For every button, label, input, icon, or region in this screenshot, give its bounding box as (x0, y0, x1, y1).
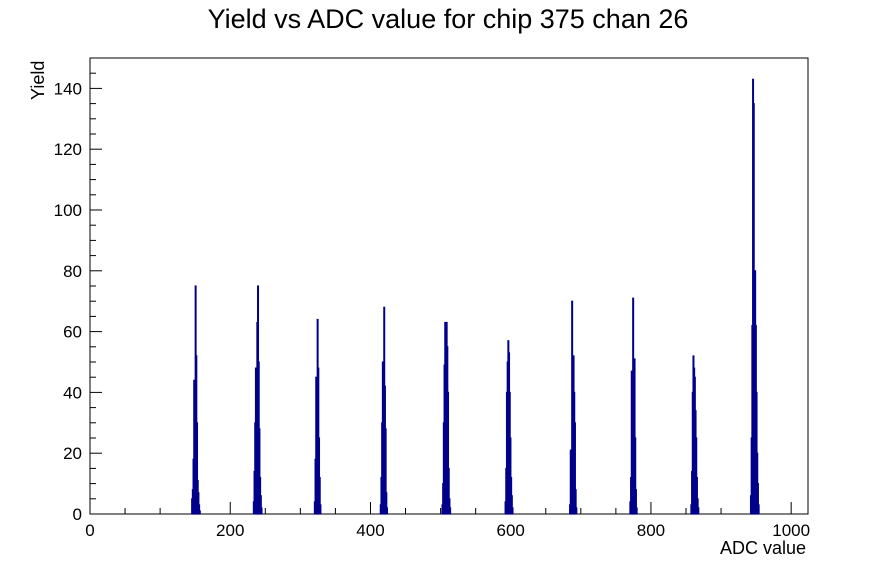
histogram-bin (260, 507, 263, 515)
y-axis-label: Yield (28, 60, 48, 100)
histogram-bin (449, 507, 452, 515)
histogram-bin (575, 507, 578, 515)
histogram-bin (697, 507, 700, 515)
y-tick-label: 140 (54, 79, 82, 98)
x-tick-label: 800 (637, 521, 665, 540)
histogram-bin (319, 504, 322, 515)
y-tick-label: 20 (63, 444, 82, 463)
y-tick-label: 40 (63, 383, 82, 402)
y-tick-label: 60 (63, 323, 82, 342)
histogram-bin (511, 507, 514, 515)
y-tick-label: 80 (63, 262, 82, 281)
histogram-bin (386, 507, 389, 515)
x-tick-label: 400 (356, 521, 384, 540)
x-tick-label: 1000 (772, 521, 810, 540)
histogram-bin (635, 507, 638, 515)
y-tick-label: 100 (54, 201, 82, 220)
x-axis-label: ADC value (719, 538, 806, 558)
x-tick-label: 600 (497, 521, 525, 540)
y-axis: 0 20 40 60 80 100 120 140 (54, 72, 102, 524)
histogram-bins (191, 78, 760, 515)
x-tick-label: 0 (85, 521, 94, 540)
x-axis: 0 200 400 600 800 1000 (85, 502, 810, 540)
chart-title: Yield vs ADC value for chip 375 chan 26 (207, 4, 689, 34)
histogram-bin (198, 510, 201, 515)
y-tick-label: 120 (54, 140, 82, 159)
y-tick-label: 0 (73, 505, 82, 524)
x-tick-label: 200 (216, 521, 244, 540)
histogram-bin (757, 504, 760, 515)
